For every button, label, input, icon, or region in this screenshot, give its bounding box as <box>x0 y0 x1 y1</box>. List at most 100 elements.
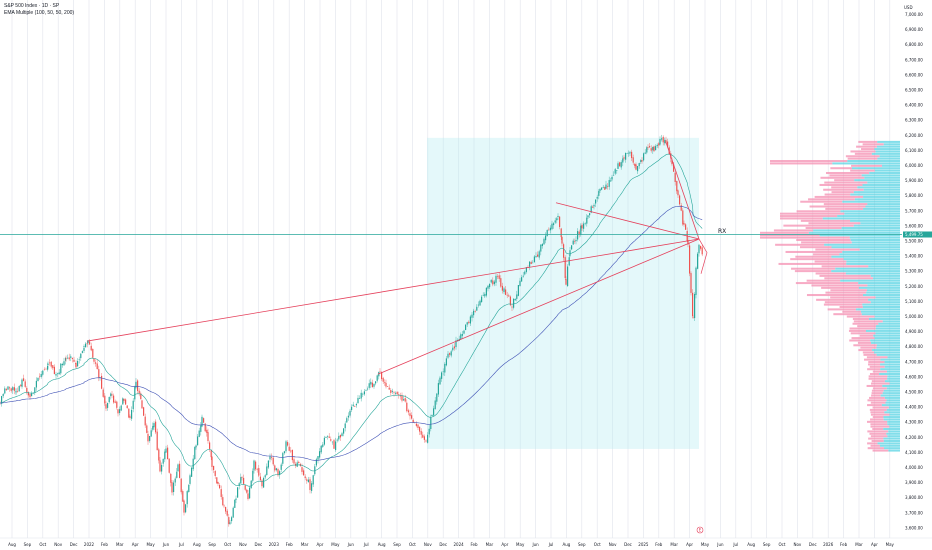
volume-bar-down <box>869 408 887 411</box>
horizontal-support-line[interactable]: RX <box>0 228 902 235</box>
candle-body <box>584 223 586 224</box>
candle-body <box>656 144 658 147</box>
volume-bar-down <box>778 262 847 265</box>
candle-body <box>476 306 478 311</box>
candle-body <box>171 482 173 493</box>
price-tick-label: 6,100.00 <box>905 148 923 153</box>
volume-bar-down <box>814 260 847 263</box>
candle-body <box>315 459 317 466</box>
candle-body <box>317 456 319 460</box>
volume-bar-up <box>874 351 900 354</box>
time-tick-label: Feb <box>655 542 663 547</box>
candle-body <box>9 387 11 389</box>
price-badge-label: 5,499.75 <box>905 232 923 237</box>
time-tick-label: May <box>516 542 525 547</box>
volume-bar-up <box>842 250 900 253</box>
candle-body <box>20 384 22 386</box>
candle-body <box>664 139 666 144</box>
volume-bar-down <box>830 296 876 299</box>
volume-bar-up <box>854 179 900 182</box>
volume-bar-down <box>867 447 885 450</box>
candle-body <box>159 460 161 472</box>
price-range-box[interactable] <box>427 137 699 449</box>
volume-bar-up <box>855 308 900 311</box>
drawn-trendlines[interactable] <box>87 142 708 375</box>
candle-body <box>244 485 246 490</box>
price-tick-label: 3,900.00 <box>905 480 923 485</box>
volume-bar-up <box>876 353 900 356</box>
volume-bar-down <box>871 439 884 443</box>
volume-bar-up <box>863 207 900 210</box>
candle-body <box>98 369 100 378</box>
volume-bar-down <box>824 277 873 280</box>
candle-body <box>637 166 639 172</box>
volume-bar-up <box>876 145 900 148</box>
volume-bar-down <box>842 310 862 313</box>
candle-body <box>514 298 516 301</box>
indicator-label[interactable]: EMA Multiple (100, 50, 50, 200) <box>4 10 75 16</box>
candle-body <box>47 365 49 370</box>
candle-body <box>445 358 447 366</box>
volume-bar-up <box>884 361 900 364</box>
candle-body <box>543 238 545 245</box>
candle-body <box>665 140 667 143</box>
candle-body <box>267 460 269 468</box>
candle-body <box>182 491 184 502</box>
volume-bar-up <box>858 286 900 289</box>
candle-body <box>65 357 67 361</box>
time-axis[interactable]: Aug Sep Oct Nov Dec 2022 Feb Mar Apr May Jun Jul Aug… <box>0 526 932 550</box>
candle-body <box>258 468 260 476</box>
volume-bar-up <box>853 191 900 194</box>
candle-body <box>96 363 98 370</box>
candle-body <box>269 456 271 460</box>
price-axis[interactable]: USD 7,000.00 6,900.00 6,800.00 6,700.00 6,600… <box>902 0 932 550</box>
candle-body <box>601 187 603 190</box>
candle-body <box>447 353 449 358</box>
candle-body <box>336 439 338 441</box>
candle-body <box>164 451 166 460</box>
volume-bar-down <box>869 365 885 368</box>
volume-bar-down <box>872 428 884 431</box>
volume-bar-down <box>796 238 851 242</box>
candle-body <box>186 491 188 505</box>
candle-body <box>23 378 25 382</box>
volume-bar-up <box>880 394 900 397</box>
price-tick-label: 6,000.00 <box>905 163 923 168</box>
candle-body <box>629 152 631 154</box>
volume-bar-down <box>860 346 877 349</box>
candle-body <box>613 174 615 176</box>
price-tick-label: 4,400.00 <box>905 405 923 410</box>
candle-body <box>123 398 125 401</box>
time-tick-label: Mar <box>855 542 863 547</box>
volume-bar-up <box>872 277 900 280</box>
volume-bar-up <box>884 380 900 383</box>
candle-body <box>411 415 413 419</box>
candle-body <box>261 480 263 487</box>
candle-body <box>282 453 284 464</box>
candle-body <box>93 358 95 362</box>
price-tick-label: 5,000.00 <box>905 314 923 319</box>
candle-body <box>650 148 652 151</box>
volume-bar-down <box>858 140 878 143</box>
volume-bar-up <box>876 346 900 349</box>
candle-body <box>677 190 679 196</box>
time-tick-label: May <box>331 542 340 547</box>
candle-body <box>162 458 164 464</box>
volume-bar-up <box>831 246 900 249</box>
symbol-title[interactable]: S&P 500 Index · 1D · SP <box>4 3 60 9</box>
volume-bar-up <box>872 349 900 352</box>
candle-body <box>110 393 112 397</box>
time-axis-bg <box>0 538 932 550</box>
time-tick-label: Sep <box>763 542 771 547</box>
volume-bar-down <box>821 265 869 268</box>
volume-bar-up <box>884 365 900 368</box>
candle-body <box>604 186 606 190</box>
candle-body <box>538 251 540 258</box>
candle-body <box>590 206 592 213</box>
candle-body <box>521 277 523 282</box>
price-tick-label: 6,800.00 <box>905 42 923 47</box>
candle-body <box>420 431 422 435</box>
candle-body <box>382 378 384 382</box>
volume-bar-down <box>824 193 851 196</box>
